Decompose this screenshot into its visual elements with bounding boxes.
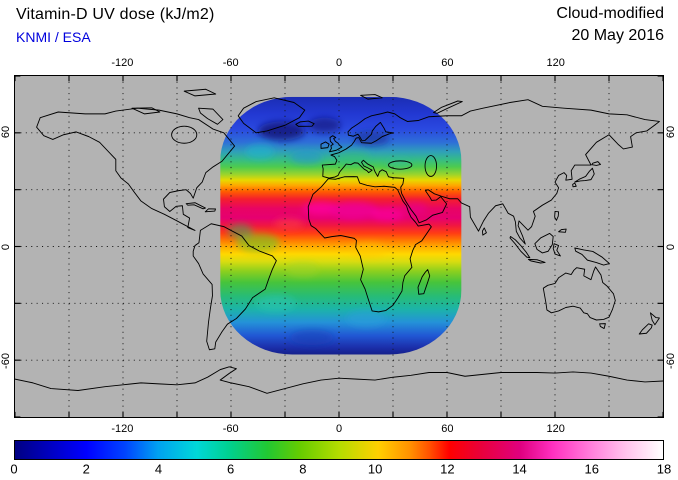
coast-greenland: [237, 97, 306, 134]
lon-tick-label-bottom: 60: [441, 423, 454, 435]
lon-tick-label-top: -60: [222, 57, 239, 69]
source-credit: KNMI / ESA: [16, 29, 91, 45]
colorbar-tick-label: 8: [299, 461, 307, 477]
coast-south-america: [192, 223, 277, 351]
colorbar-tick-label: 4: [154, 461, 163, 477]
colorbar-tick-label: 14: [512, 461, 527, 477]
graticule: [15, 76, 663, 417]
mode-label: Cloud-modified: [556, 5, 664, 22]
world-map-panel: [14, 75, 664, 418]
coast-africa: [307, 176, 432, 313]
axis-ticks: [15, 76, 663, 417]
colorbar: [14, 440, 664, 460]
lat-tick-label-right: -60: [665, 352, 677, 369]
colorbar-tick-label: 6: [227, 461, 235, 477]
lon-tick-label-top: 0: [335, 57, 343, 69]
coast-black-sea: [388, 160, 413, 170]
uv-data-overlay: [220, 96, 462, 355]
world-map: [15, 76, 663, 417]
coastlines: [15, 88, 663, 394]
colorbar-tick-label: 0: [10, 461, 18, 477]
lon-tick-label-bottom: 0: [335, 423, 343, 435]
coast-islands: [131, 88, 660, 335]
coast-north-america: [36, 107, 236, 231]
colorbar-tick-label: 2: [82, 461, 90, 477]
lon-tick-label-bottom: -120: [111, 423, 134, 435]
lon-tick-label-top: 60: [441, 57, 454, 69]
colorbar-tick-label: 16: [584, 461, 599, 477]
colorbar-tick-label: 18: [656, 461, 672, 477]
coast-hudson-bay: [171, 125, 198, 144]
lon-tick-label-bottom: -60: [222, 423, 239, 435]
lat-tick-label-left: 60: [0, 126, 12, 139]
coast-australia: [542, 266, 616, 321]
lat-tick-label-right: 0: [665, 243, 677, 250]
coast-antarctica: [15, 366, 663, 394]
lat-tick-label-right: 60: [665, 126, 677, 139]
coast-caspian-sea: [424, 155, 438, 177]
colorbar-tick-label: 12: [440, 461, 455, 477]
coast-eurasia: [321, 99, 660, 245]
colorbar-tick-label: 10: [367, 461, 383, 477]
lon-tick-label-top: 120: [546, 57, 565, 69]
lon-tick-label-top: -120: [111, 57, 134, 69]
page-title: Vitamin-D UV dose (kJ/m2): [16, 6, 215, 23]
lon-tick-label-bottom: 120: [546, 423, 565, 435]
date-label: 20 May 2016: [571, 27, 664, 44]
lat-tick-label-left: 0: [0, 243, 12, 250]
lat-tick-label-left: -60: [0, 352, 12, 369]
